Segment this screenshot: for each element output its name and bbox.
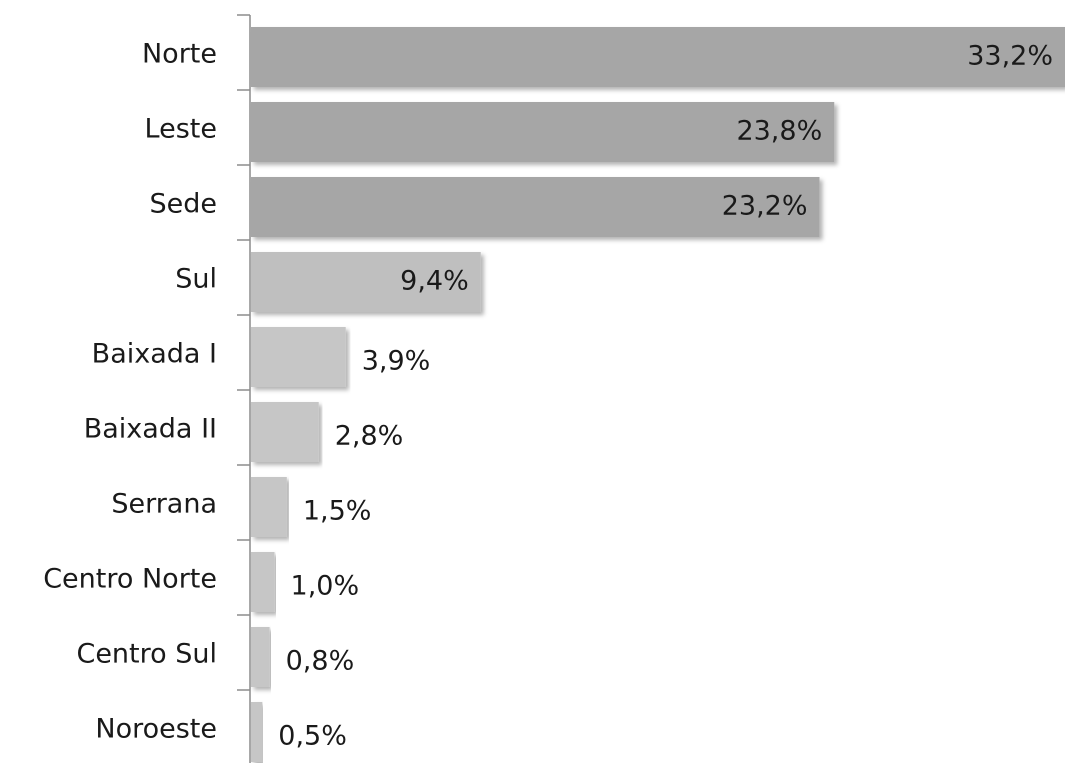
bar — [251, 702, 263, 762]
value-label: 0,5% — [278, 721, 347, 752]
category-label: Baixada II — [84, 414, 217, 445]
category-label: Centro Sul — [76, 639, 217, 670]
value-label: 23,2% — [722, 191, 808, 222]
category-label: Sede — [150, 189, 218, 220]
value-label: 33,2% — [967, 41, 1053, 72]
category-label: Centro Norte — [43, 564, 217, 595]
bar — [251, 552, 275, 612]
category-label: Serrana — [111, 489, 217, 520]
value-label: 2,8% — [335, 421, 404, 452]
bar — [251, 102, 835, 162]
value-label: 23,8% — [736, 116, 822, 147]
value-label: 1,0% — [291, 571, 360, 602]
category-label: Noroeste — [95, 714, 217, 745]
category-label: Norte — [142, 39, 217, 70]
value-label: 1,5% — [303, 496, 372, 527]
category-label: Baixada I — [92, 339, 217, 370]
bar — [251, 177, 820, 237]
bar — [251, 402, 319, 462]
bar — [251, 627, 270, 687]
bar — [251, 252, 481, 312]
bar — [251, 477, 287, 537]
bar — [251, 327, 346, 387]
category-label: Sul — [175, 264, 217, 295]
value-label: 9,4% — [400, 266, 469, 297]
value-label: 3,9% — [362, 346, 431, 377]
bar — [251, 27, 1065, 87]
value-label: 0,8% — [286, 646, 355, 677]
category-label: Leste — [145, 114, 217, 145]
